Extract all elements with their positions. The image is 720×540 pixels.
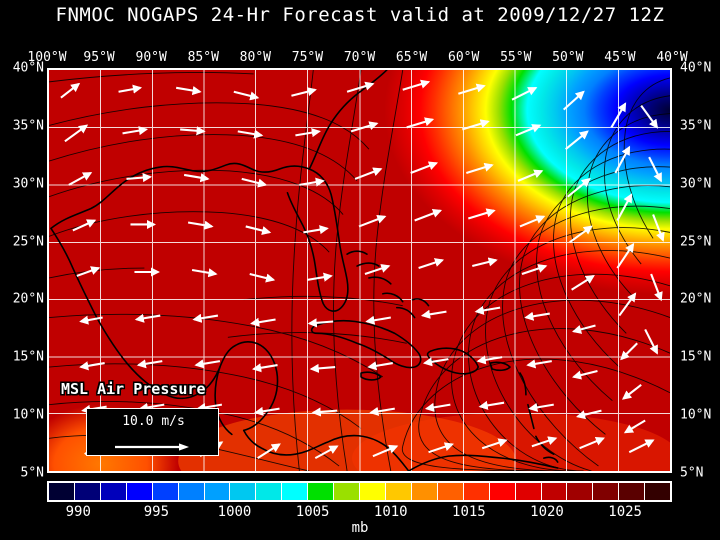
lat-tick-label-right: 10°N: [680, 407, 712, 423]
colorbar-swatch: [360, 483, 386, 500]
lat-tick-label-left: 5°N: [20, 465, 44, 481]
lat-tick-label-right: 15°N: [680, 349, 712, 365]
lon-tick-label: 75°W: [291, 50, 324, 65]
colorbar-swatch: [645, 483, 671, 500]
lat-tick-label-left: 40°N: [12, 60, 44, 76]
colorbar-swatch: [256, 483, 283, 500]
colorbar-swatch: [567, 483, 594, 500]
colorbar-unit-label: mb: [351, 520, 369, 536]
colorbar-swatch: [74, 483, 101, 500]
lon-tick-label: 70°W: [343, 50, 376, 65]
lon-tick-label: 50°W: [552, 50, 584, 65]
lat-tick-label-right: 5°N: [680, 465, 704, 481]
colorbar-swatch: [515, 483, 542, 500]
colorbar-swatch: [282, 483, 309, 500]
lat-tick-label-left: 25°N: [12, 234, 44, 250]
colorbar-swatch: [463, 483, 490, 500]
lat-tick-label-right: 20°N: [680, 291, 712, 307]
pressure-colorbar[interactable]: [47, 481, 672, 502]
figure-title: FNMOC NOGAPS 24-Hr Forecast valid at 200…: [55, 4, 665, 26]
wind-scale-key: 10.0 m/s: [86, 408, 219, 456]
colorbar-swatch: [437, 483, 464, 500]
lon-tick-label: 80°W: [239, 50, 271, 65]
colorbar-swatch: [230, 483, 257, 500]
colorbar-swatch: [619, 483, 646, 500]
lat-tick-label-right: 35°N: [680, 118, 712, 134]
colorbar-tick-label: 1015: [452, 504, 486, 520]
lon-tick-label: 100°W: [27, 50, 67, 65]
colorbar-tick-label: 1025: [608, 504, 642, 520]
colorbar-swatch: [308, 483, 335, 500]
lat-tick-label-left: 30°N: [12, 176, 44, 192]
colorbar-swatch: [334, 483, 361, 500]
lon-tick-label: 90°W: [135, 50, 167, 65]
lon-tick-label: 40°W: [656, 50, 688, 65]
colorbar-swatch: [489, 483, 516, 500]
lat-tick-label-left: 15°N: [12, 349, 44, 365]
colorbar-tick-label: 990: [65, 504, 91, 520]
lon-tick-label: 95°W: [83, 50, 115, 65]
lon-tick-label: 45°W: [604, 50, 636, 65]
lat-tick-label-left: 10°N: [12, 407, 44, 423]
colorbar-swatch: [204, 483, 231, 500]
colorbar-swatch: [152, 483, 179, 500]
colorbar-swatch: [541, 483, 568, 500]
colorbar-tick-label: 1000: [217, 504, 252, 520]
map-canvas: [49, 70, 670, 471]
lat-tick-label-left: 35°N: [12, 118, 44, 134]
colorbar-swatch: [385, 483, 412, 500]
lon-tick-label: 55°W: [500, 50, 532, 65]
colorbar-tick-label: 1020: [530, 504, 564, 520]
wind-scale-value: 10.0 m/s: [122, 414, 185, 429]
lat-tick-label-left: 20°N: [12, 291, 44, 307]
map-plot-area[interactable]: MSL Air Pressure 10.0 m/s: [47, 68, 672, 473]
lon-tick-label: 65°W: [395, 50, 428, 65]
colorbar-swatch: [49, 483, 75, 500]
lat-tick-label-right: 25°N: [680, 234, 712, 250]
lon-tick-label: 85°W: [187, 50, 219, 65]
arrow-right-icon: [115, 443, 189, 451]
colorbar-swatch: [593, 483, 620, 500]
lat-tick-label-right: 30°N: [680, 176, 712, 192]
colorbar-swatch: [100, 483, 127, 500]
colorbar-tick-label: 1005: [295, 504, 330, 520]
colorbar-swatch: [411, 483, 438, 500]
lon-tick-label: 60°W: [448, 50, 480, 65]
colorbar-swatch: [126, 483, 153, 500]
field-label: MSL Air Pressure: [61, 380, 206, 398]
colorbar-swatch: [178, 483, 205, 500]
colorbar-tick-label: 1010: [373, 504, 408, 520]
colorbar-tick-label: 995: [143, 504, 170, 520]
lat-tick-label-right: 40°N: [680, 60, 712, 76]
